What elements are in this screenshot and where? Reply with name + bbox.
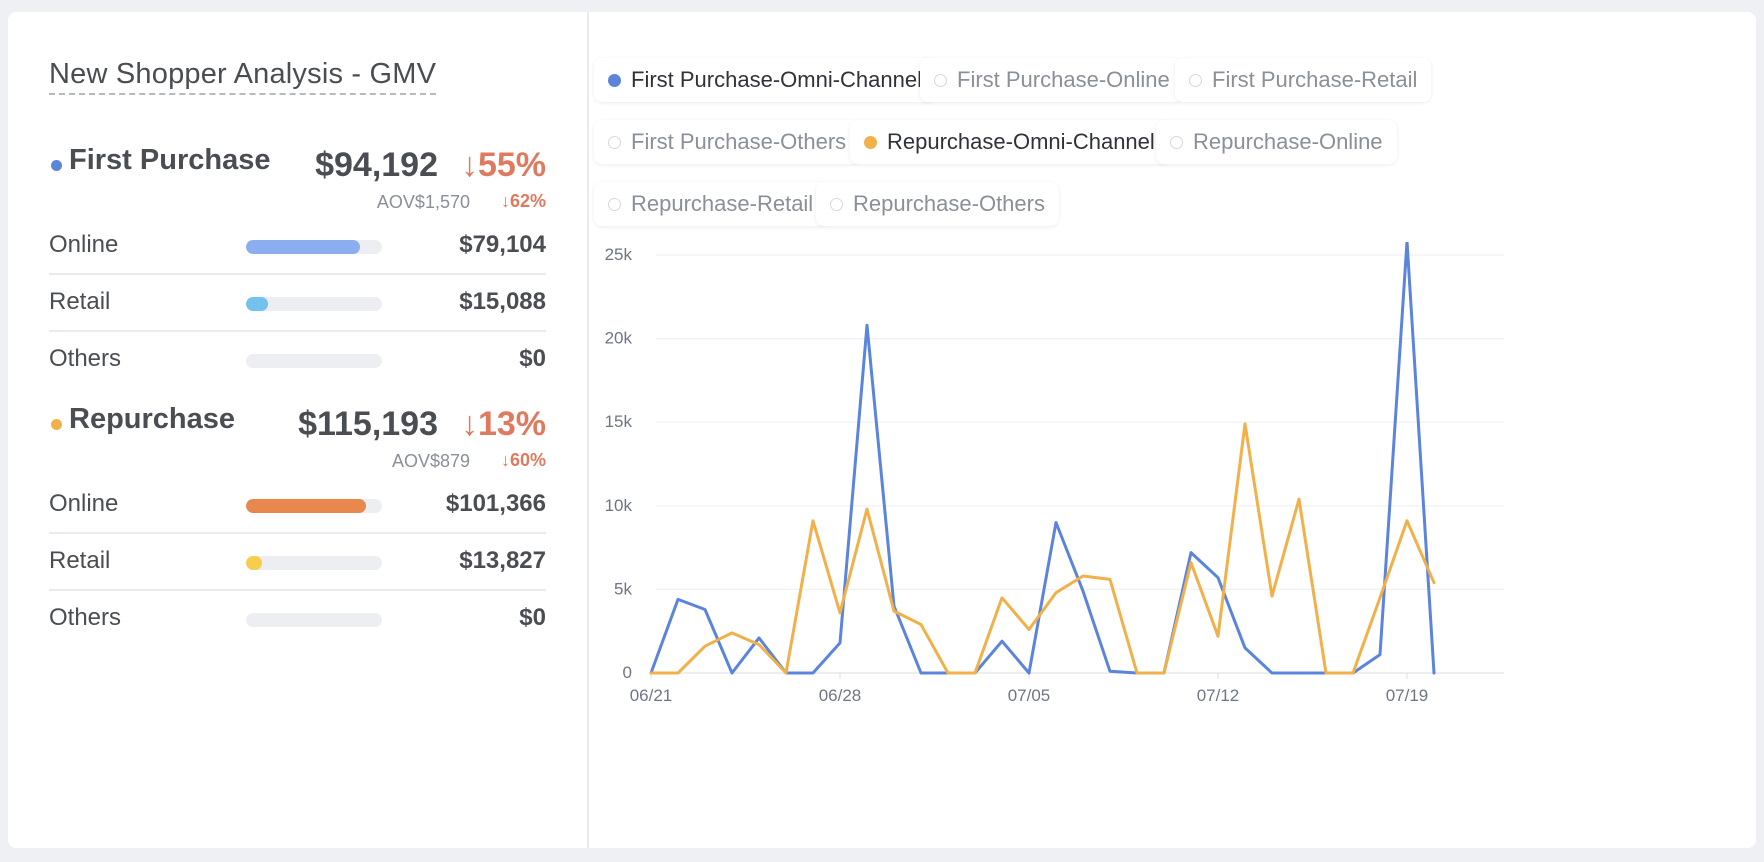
y-tick-label: 20k	[605, 329, 633, 348]
legend-label: Repurchase-Online	[1193, 129, 1383, 154]
first-purchase-dot-icon	[51, 160, 62, 171]
legend-dot-icon	[934, 73, 947, 87]
legend-label: Repurchase-Omni-Channel	[887, 129, 1155, 154]
line-chart[interactable]: 0 5k 10k 15k 20k 25k 06/21 06/28 07/05 07/12 07/19	[594, 242, 1724, 802]
summary-panel: New Shopper Analysis - GMV First Purchas…	[8, 12, 587, 848]
y-tick-label: 10k	[605, 496, 633, 515]
repurchase-header: Repurchase $115,193 ↓13%	[49, 395, 546, 445]
first-purchase-row-online: Online $79,104	[49, 218, 546, 275]
legend-item-first-purchase-omni-channel[interactable]: First Purchase-Omni-Channel	[594, 58, 936, 102]
legend-dot-icon	[864, 135, 877, 149]
legend-dot-icon	[608, 135, 621, 149]
repurchase-title: Repurchase	[69, 403, 236, 435]
legend-item-first-purchase-online[interactable]: First Purchase-Online	[920, 58, 1184, 102]
progress-bar	[246, 556, 382, 570]
progress-bar-fill	[246, 240, 361, 254]
y-tick-label: 0	[623, 663, 632, 682]
first-purchase-row-others: Others $0	[49, 332, 546, 387]
progress-bar	[246, 499, 382, 513]
progress-bar-fill	[246, 297, 268, 311]
legend-item-repurchase-retail[interactable]: Repurchase-Retail	[594, 182, 828, 226]
repurchase-section: Repurchase $115,193 ↓13% AOV$879 ↓60% On…	[49, 395, 546, 646]
y-tick-label: 25k	[605, 245, 633, 264]
y-tick-label: 15k	[605, 412, 633, 431]
first-purchase-title: First Purchase	[69, 144, 271, 176]
row-value: $0	[519, 604, 546, 631]
x-tick-label: 07/12	[1197, 686, 1240, 705]
repurchase-aov-change: ↓60%	[500, 450, 546, 470]
legend-label: First Purchase-Omni-Channel	[631, 67, 922, 92]
legend-item-first-purchase-retail[interactable]: First Purchase-Retail	[1175, 58, 1432, 102]
row-label: Others	[49, 604, 122, 631]
repurchase-change: ↓13%	[460, 405, 546, 443]
series-line	[649, 422, 1436, 675]
row-label: Retail	[49, 547, 111, 574]
repurchase-row-others: Others $0	[49, 591, 546, 646]
row-label: Online	[49, 490, 119, 517]
progress-bar	[246, 297, 382, 311]
row-value: $13,827	[459, 547, 546, 574]
gmv-card: New Shopper Analysis - GMV First Purchas…	[8, 12, 1756, 848]
legend-dot-icon	[830, 197, 843, 211]
legend-label: Repurchase-Others	[853, 191, 1045, 216]
row-label: Others	[49, 345, 122, 372]
legend-dot-icon	[608, 197, 621, 211]
legend-item-first-purchase-others[interactable]: First Purchase-Others	[594, 120, 861, 164]
progress-bar	[246, 354, 382, 368]
legend-label: First Purchase-Retail	[1212, 67, 1418, 92]
row-label: Online	[49, 231, 119, 258]
row-value: $15,088	[459, 288, 546, 315]
row-label: Retail	[49, 288, 111, 315]
legend-dot-icon	[608, 73, 621, 87]
legend-label: Repurchase-Retail	[631, 191, 814, 216]
progress-bar	[246, 240, 382, 254]
legend-item-repurchase-online[interactable]: Repurchase-Online	[1156, 120, 1397, 164]
repurchase-row-retail: Retail $13,827	[49, 534, 546, 591]
first-purchase-aov-row: AOV$1,570 ↓62%	[49, 186, 546, 218]
legend-dot-icon	[1170, 135, 1183, 149]
repurchase-aov-row: AOV$879 ↓60%	[49, 445, 546, 477]
progress-bar-fill	[246, 556, 263, 570]
x-tick-label: 06/28	[819, 686, 862, 705]
legend-dot-icon	[1189, 73, 1202, 87]
panel-divider	[587, 12, 589, 848]
first-purchase-aov-change: ↓62%	[500, 191, 546, 211]
x-tick-label: 06/21	[630, 686, 673, 705]
legend-item-repurchase-omni-channel[interactable]: Repurchase-Omni-Channel	[850, 120, 1169, 164]
row-value: $0	[519, 345, 546, 372]
repurchase-total: $115,193	[298, 405, 438, 443]
x-tick-label: 07/05	[1008, 686, 1051, 705]
progress-bar	[246, 613, 382, 627]
repurchase-row-online: Online $101,366	[49, 477, 546, 534]
row-value: $101,366	[445, 490, 546, 517]
progress-bar-fill	[246, 499, 366, 513]
x-tick-label: 07/19	[1386, 686, 1429, 705]
first-purchase-aov: AOV$1,570	[376, 192, 470, 212]
first-purchase-total: $94,192	[315, 146, 438, 184]
repurchase-aov: AOV$879	[391, 451, 470, 471]
y-tick-label: 5k	[614, 579, 632, 598]
legend-label: First Purchase-Online	[957, 67, 1170, 92]
page-title[interactable]: New Shopper Analysis - GMV	[49, 58, 437, 95]
first-purchase-row-retail: Retail $15,088	[49, 275, 546, 332]
repurchase-dot-icon	[51, 419, 62, 430]
row-value: $79,104	[459, 231, 546, 258]
legend-item-repurchase-others[interactable]: Repurchase-Others	[816, 182, 1059, 226]
legend-label: First Purchase-Others	[631, 129, 847, 154]
first-purchase-section: First Purchase $94,192 ↓55% AOV$1,570 ↓6…	[49, 136, 546, 387]
first-purchase-change: ↓55%	[460, 146, 546, 184]
first-purchase-header: First Purchase $94,192 ↓55%	[49, 136, 546, 186]
